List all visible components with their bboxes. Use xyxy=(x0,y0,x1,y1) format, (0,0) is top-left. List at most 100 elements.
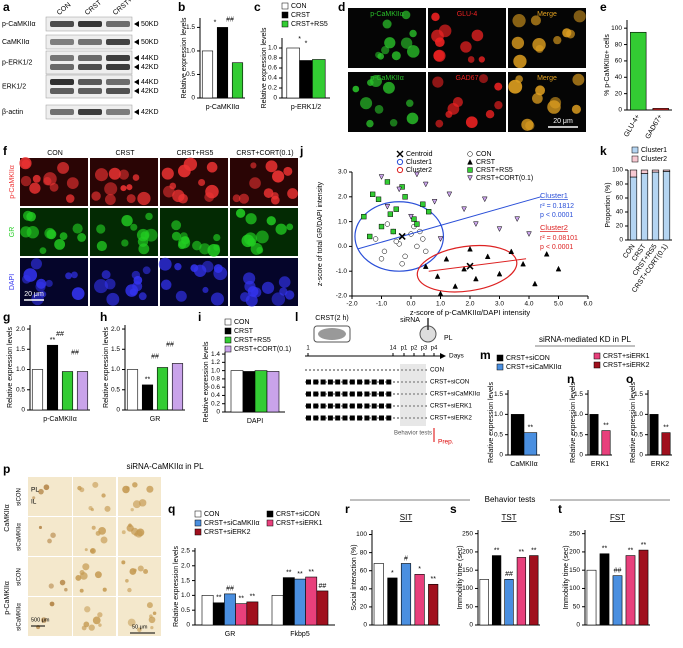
blot-strip xyxy=(45,74,133,99)
cell xyxy=(460,41,472,53)
x-axis-label: ERK2 xyxy=(651,461,669,468)
significance-label: ** xyxy=(528,425,534,432)
cell xyxy=(278,276,291,288)
cell xyxy=(571,104,581,114)
stress-block xyxy=(349,391,355,397)
bar xyxy=(212,602,225,626)
y-tick-label: 200 xyxy=(462,549,473,556)
cell xyxy=(485,109,495,119)
y-tick-label: 60 xyxy=(616,195,624,202)
y-tick-label: 100 xyxy=(569,585,580,592)
group-label: CON xyxy=(430,367,444,374)
cell xyxy=(79,570,85,576)
y-tick-label: 0.2 xyxy=(211,400,220,407)
y-axis-label: Relative expression levels xyxy=(630,382,637,463)
bar xyxy=(235,603,248,626)
cell xyxy=(91,191,101,201)
point xyxy=(484,253,491,259)
point xyxy=(387,211,394,217)
cell xyxy=(391,51,401,61)
significance-label: ** xyxy=(628,547,634,554)
panel-letter: r xyxy=(345,502,350,516)
band xyxy=(78,21,102,27)
cell xyxy=(171,220,182,231)
cell xyxy=(199,243,211,255)
stress-block xyxy=(306,379,311,385)
stress-block xyxy=(349,379,355,385)
legend-label: CON xyxy=(234,319,250,326)
cell xyxy=(57,161,70,174)
cell xyxy=(121,214,133,227)
y-tick-label: 250 xyxy=(569,530,580,537)
y-tick-label: 150 xyxy=(569,567,580,574)
section-header: Behavior tests xyxy=(485,495,536,504)
x-tick-label: 1.0 xyxy=(436,301,445,308)
legend-swatch xyxy=(266,519,274,527)
row-label: siCON xyxy=(17,568,23,586)
row-label: siCaMKIIα xyxy=(17,603,23,631)
cell xyxy=(59,232,68,240)
legend-label: CRST+RS5 xyxy=(476,167,513,174)
point xyxy=(422,263,429,269)
x-tick-label: 2.0 xyxy=(465,301,474,308)
point xyxy=(411,216,417,222)
point xyxy=(473,275,479,282)
stress-block xyxy=(320,379,326,385)
image-label: p-CaMKIIα xyxy=(370,11,404,18)
y-tick-label: -2.0 xyxy=(336,293,348,300)
significance-label: ** xyxy=(238,596,244,603)
y-axis-label: Relative expression levels xyxy=(103,327,110,408)
legend-label: CRST+siERK2 xyxy=(204,529,251,536)
y-tick-label: -1.0 xyxy=(336,268,348,275)
significance-label: ** xyxy=(286,569,292,576)
significance-label: ## xyxy=(166,341,174,348)
bar xyxy=(640,169,649,174)
point xyxy=(396,186,403,193)
day-label: p2 xyxy=(411,346,418,352)
cell xyxy=(118,169,129,180)
stress-block xyxy=(335,403,341,409)
stress-block xyxy=(313,379,319,385)
y-tick-label: 80 xyxy=(615,41,623,48)
cell xyxy=(400,37,413,49)
panel-letter: f xyxy=(3,144,8,158)
y-axis-label: Relative expression levels xyxy=(173,546,180,627)
cell xyxy=(20,175,32,187)
cell xyxy=(47,538,52,544)
bar xyxy=(254,370,268,413)
cell xyxy=(39,247,47,255)
cell xyxy=(121,530,126,535)
cell xyxy=(101,493,106,498)
y-tick-label: 0.8 xyxy=(211,376,220,383)
y-tick-label: 40 xyxy=(360,586,368,593)
cell xyxy=(366,119,374,128)
significance-label: ** xyxy=(519,549,525,556)
band xyxy=(78,64,102,70)
point xyxy=(378,256,385,262)
panel-letter: a xyxy=(3,0,10,14)
point xyxy=(378,223,385,230)
cell xyxy=(406,112,419,125)
cell xyxy=(161,167,174,180)
legend-label: CON xyxy=(291,3,307,10)
y-tick-label: 40 xyxy=(615,74,623,81)
cell xyxy=(71,271,78,279)
cell xyxy=(250,162,257,169)
cell xyxy=(46,229,57,240)
cell xyxy=(175,290,187,302)
y-tick-label: 0.0 xyxy=(338,243,347,250)
cell xyxy=(367,79,374,86)
row-label: siCON xyxy=(17,488,23,506)
point xyxy=(446,191,453,198)
y-axis-label: Relative expression levels xyxy=(7,327,14,408)
point xyxy=(461,206,467,213)
panel-letter: o xyxy=(626,372,633,386)
bar xyxy=(201,595,214,626)
band xyxy=(50,55,74,61)
point xyxy=(393,238,399,245)
y-axis-label: Immobility time (sec) xyxy=(457,545,464,609)
x-tick-label: 5.0 xyxy=(554,301,563,308)
cell xyxy=(29,182,41,194)
size-label: 44KD xyxy=(141,55,159,62)
cell xyxy=(562,28,572,38)
